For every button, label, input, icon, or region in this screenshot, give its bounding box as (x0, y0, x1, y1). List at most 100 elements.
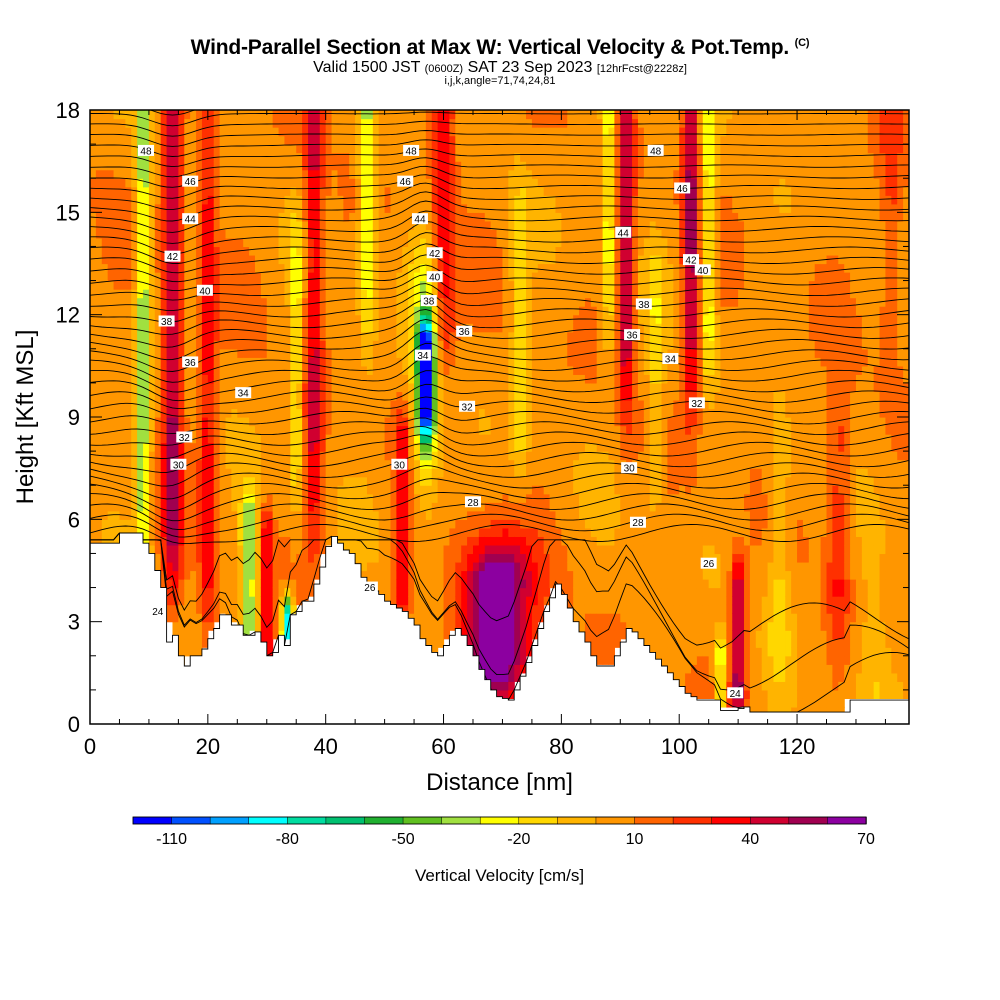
velocity-cell (414, 220, 421, 230)
velocity-cell (390, 553, 397, 563)
velocity-cell (296, 502, 303, 512)
velocity-cell (278, 306, 286, 316)
velocity-cell (384, 314, 392, 324)
velocity-cell (101, 237, 109, 248)
velocity-cell (302, 536, 309, 546)
velocity-cell (431, 579, 439, 589)
velocity-cell (437, 561, 445, 572)
velocity-cell (266, 374, 274, 384)
velocity-cell (331, 237, 339, 248)
velocity-cell (213, 229, 221, 239)
velocity-cell (319, 195, 327, 205)
velocity-cell (408, 468, 415, 478)
velocity-cell (137, 110, 144, 120)
velocity-cell (431, 195, 439, 205)
velocity-cell (555, 561, 562, 572)
velocity-cell (225, 161, 233, 171)
velocity-cell (166, 161, 174, 171)
velocity-cell (290, 502, 297, 512)
velocity-cell (390, 246, 397, 256)
velocity-cell (514, 272, 521, 282)
velocity-cell (249, 237, 256, 248)
velocity-cell (266, 331, 274, 341)
velocity-cell (184, 195, 191, 205)
velocity-cell (396, 357, 403, 367)
velocity-cell (390, 493, 397, 503)
velocity-cell (425, 374, 433, 384)
velocity-cell (567, 186, 574, 196)
velocity-cell (514, 212, 521, 222)
velocity-cell (531, 579, 539, 589)
velocity-cell (537, 408, 545, 418)
velocity-cell (296, 357, 303, 367)
velocity-cell (107, 118, 115, 128)
velocity-cell (361, 425, 368, 435)
velocity-cell (526, 357, 533, 367)
velocity-cell (125, 229, 132, 239)
velocity-cell (107, 459, 115, 469)
velocity-cell (254, 485, 262, 495)
velocity-cell (243, 152, 250, 162)
velocity-cell (166, 451, 174, 461)
velocity-cell (372, 297, 380, 307)
velocity-cell (478, 596, 486, 606)
velocity-cell (437, 178, 445, 188)
velocity-cell (337, 502, 344, 512)
velocity-cell (496, 664, 504, 674)
velocity-cell (154, 536, 162, 546)
velocity-cell (573, 280, 580, 290)
velocity-cell (573, 468, 580, 478)
velocity-cell (561, 399, 568, 410)
velocity-cell (101, 425, 109, 435)
velocity-cell (531, 263, 539, 273)
velocity-cell (337, 340, 344, 350)
velocity-cell (284, 408, 291, 418)
velocity-cell (272, 314, 280, 324)
velocity-cell (467, 485, 474, 495)
velocity-cell (290, 544, 297, 555)
velocity-cell (496, 144, 504, 154)
velocity-cell (514, 536, 521, 546)
velocity-cell (573, 169, 580, 179)
velocity-cell (573, 596, 580, 606)
velocity-cell (313, 169, 321, 179)
velocity-cell (213, 391, 221, 401)
velocity-cell (278, 391, 286, 401)
velocity-cell (184, 272, 191, 282)
velocity-cell (201, 306, 209, 316)
velocity-cell (131, 382, 138, 393)
velocity-cell (90, 502, 97, 512)
velocity-cell (496, 485, 504, 495)
velocity-cell (319, 493, 327, 503)
velocity-cell (526, 152, 533, 162)
velocity-cell (260, 451, 268, 461)
velocity-cell (384, 365, 392, 375)
velocity-cell (579, 127, 586, 137)
velocity-cell (384, 357, 392, 367)
velocity-cell (201, 365, 209, 375)
velocity-cell (408, 382, 415, 393)
velocity-cell (414, 553, 421, 563)
velocity-cell (225, 195, 233, 205)
velocity-cell (573, 118, 580, 128)
velocity-cell (254, 144, 262, 154)
velocity-cell (455, 417, 462, 427)
velocity-cell (95, 263, 103, 273)
velocity-cell (449, 596, 456, 606)
velocity-cell (384, 544, 392, 555)
velocity-cell (160, 485, 168, 495)
velocity-cell (390, 263, 397, 273)
velocity-cell (579, 468, 586, 478)
velocity-cell (296, 246, 303, 256)
velocity-cell (484, 553, 492, 563)
velocity-cell (308, 391, 315, 401)
velocity-cell (260, 306, 268, 316)
velocity-cell (184, 399, 191, 410)
velocity-cell (237, 212, 244, 222)
velocity-cell (213, 357, 221, 367)
velocity-cell (408, 237, 415, 248)
velocity-cell (567, 502, 574, 512)
velocity-cell (302, 348, 309, 358)
velocity-cell (95, 485, 103, 495)
velocity-cell (154, 459, 162, 469)
